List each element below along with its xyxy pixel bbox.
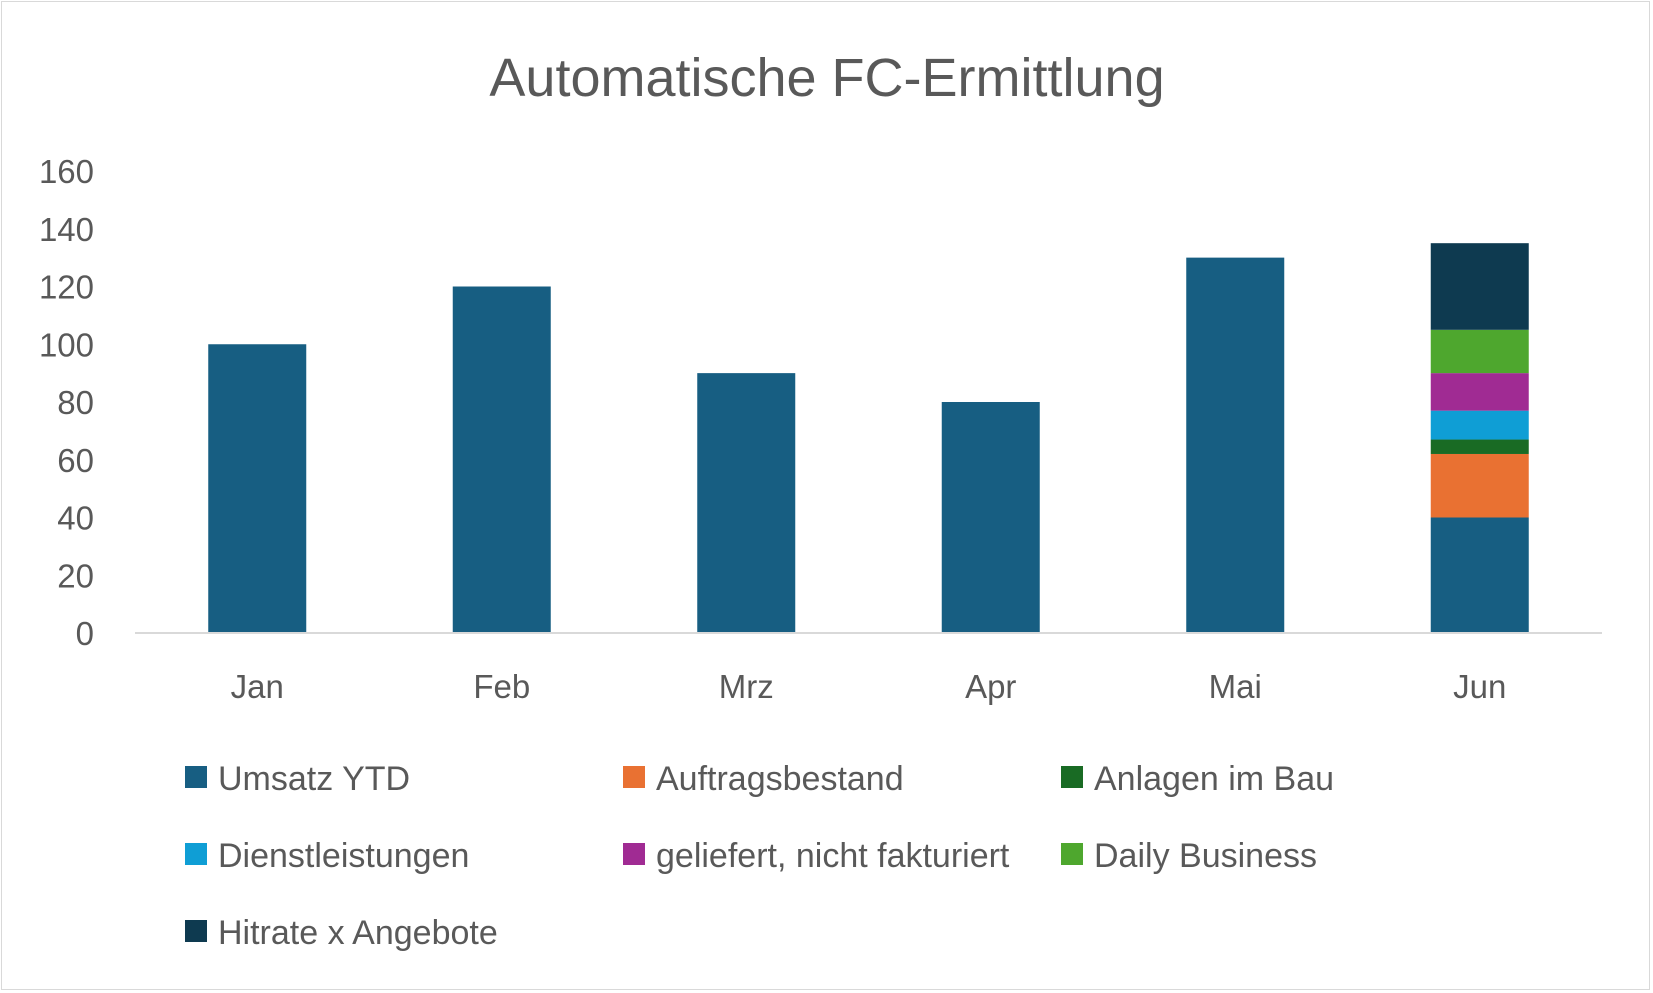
legend-swatch [1061,843,1083,865]
bar-segment [1430,329,1529,374]
legend-label: Hitrate x Angebote [218,914,498,952]
x-tick-label: Feb [473,668,530,705]
bar-segment [1430,453,1529,518]
y-tick-label: 20 [57,557,94,594]
legend-label: Dienstleistungen [218,837,469,875]
y-tick-label: 60 [57,442,94,479]
y-tick-label: 80 [57,384,94,421]
bars [208,243,1529,633]
y-tick-label: 120 [39,269,94,306]
legend-swatch [623,843,645,865]
bar-segment [1430,373,1529,411]
y-axis-ticks: 0 20 40 60 80 100 120 140 160 [39,153,94,652]
chart-title: Automatische FC-Ermittlung [489,48,1164,108]
x-tick-label: Jun [1453,668,1506,705]
legend-label: Daily Business [1094,837,1317,875]
legend-label: geliefert, nicht fakturiert [656,837,1010,875]
y-tick-label: 40 [57,500,94,537]
x-tick-label: Apr [965,668,1016,705]
bar-segment [697,373,796,633]
x-tick-label: Jan [231,668,284,705]
legend-swatch [185,766,207,788]
legend-swatch [185,843,207,865]
x-tick-label: Mrz [719,668,774,705]
bar-segment [208,344,307,633]
bar-segment [1430,517,1529,633]
legend-label: Anlagen im Bau [1094,760,1334,798]
x-axis-ticks: Jan Feb Mrz Apr Mai Jun [231,668,1507,705]
legend-swatch [623,766,645,788]
legend-swatch [185,920,207,942]
bar-segment [1430,243,1529,330]
legend: Umsatz YTD Auftragsbestand Anlagen im Bau D… [185,760,1334,952]
bar-segment [1186,257,1285,633]
y-tick-label: 160 [39,153,94,190]
bar-segment [941,402,1040,633]
bar-segment [452,286,551,633]
bar-segment [1430,410,1529,440]
y-tick-label: 0 [76,615,94,652]
legend-swatch [1061,766,1083,788]
y-tick-label: 140 [39,211,94,248]
x-tick-label: Mai [1209,668,1262,705]
bar-segment [1430,439,1529,454]
legend-label: Auftragsbestand [656,760,904,798]
y-tick-label: 100 [39,326,94,363]
legend-label: Umsatz YTD [218,760,410,798]
